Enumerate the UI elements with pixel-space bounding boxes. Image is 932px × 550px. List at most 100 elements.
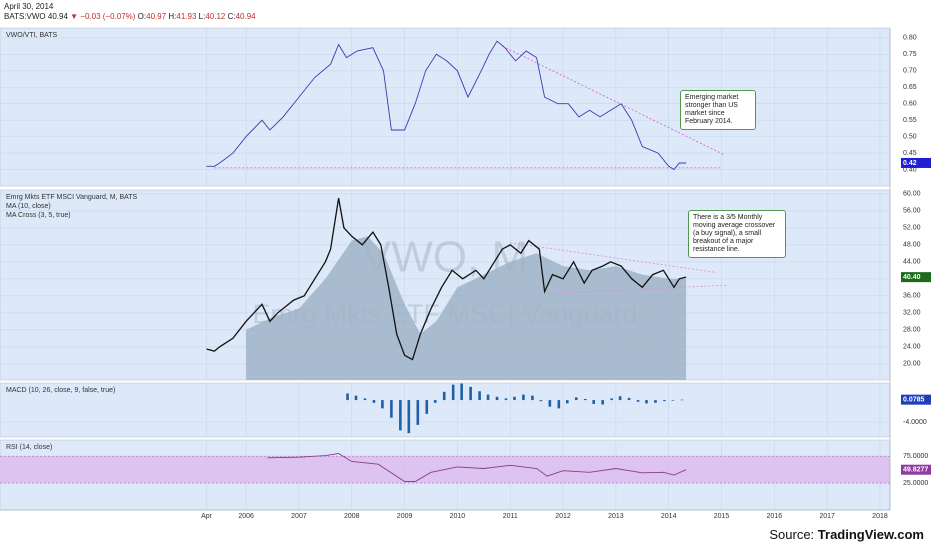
macd-bar [565, 400, 569, 404]
pane-label: Emrg Mkts ETF MSCI Vanguard, M, BATS [6, 194, 138, 201]
y-tick-label: 0.50 [903, 133, 917, 140]
macd-bar [407, 400, 411, 434]
pane-background [0, 27, 891, 187]
macd-bar [451, 384, 455, 401]
source: Source: TradingView.com [769, 527, 924, 542]
macd-bar [495, 396, 499, 401]
macd-bar [601, 400, 604, 405]
macd-bar [663, 400, 666, 402]
x-tick-label: 2012 [555, 513, 571, 520]
source-site: TradingView.com [817, 527, 924, 542]
ohlc-value: 40.97 [146, 12, 167, 21]
y-tick-label: -4.0000 [903, 419, 927, 426]
macd-bar [548, 400, 552, 407]
header: April 30, 2014 BATS:VWO 40.94 ▼ −0.03 (−… [4, 2, 256, 22]
y-tick-label: 75.0000 [903, 453, 928, 460]
pane-title: VWO/VTI, BATS [6, 32, 58, 39]
macd-bar [513, 396, 516, 401]
x-tick-label: 2015 [714, 513, 730, 520]
macd-bar [433, 400, 437, 403]
macd-bar [610, 398, 613, 401]
x-tick-label: 2011 [503, 513, 518, 520]
macd-bar [399, 400, 402, 431]
y-tick-label: 0.60 [903, 101, 917, 108]
macd-bar [680, 399, 684, 401]
data-line [206, 40, 687, 171]
macd-bar [469, 386, 472, 401]
annotation: Emerging market stronger than US market … [680, 90, 756, 130]
y-tick-label: 25.0000 [903, 480, 928, 487]
last-value-box [901, 272, 931, 283]
ma-area [246, 236, 687, 380]
macd-bar [671, 400, 675, 401]
macd-bar [627, 397, 631, 401]
macd-bar [522, 394, 525, 401]
macd-bar [425, 400, 429, 414]
macd-bar [583, 398, 587, 401]
last-value-label: 0.42 [903, 160, 917, 167]
y-tick-label: 24.00 [903, 344, 921, 351]
x-tick-label: 2008 [344, 513, 360, 520]
x-tick-label: 2016 [767, 513, 783, 520]
trendline [510, 242, 717, 273]
y-tick-label: 44.00 [903, 259, 921, 266]
change: ▼ −0.03 (−0.07%) [70, 12, 136, 21]
last-value-box [901, 157, 931, 168]
y-tick-label: 60.00 [903, 191, 921, 198]
y-tick-label: 32.00 [903, 310, 921, 317]
ohlc-label: O: [137, 12, 147, 21]
y-tick-label: 0.65 [903, 84, 917, 91]
last-value-box [901, 394, 931, 405]
pane-title: RSI (14, close) [6, 444, 52, 451]
ohlc-value: 40.94 [235, 12, 256, 21]
macd-bar [636, 400, 640, 402]
x-tick-label: 2009 [397, 513, 413, 520]
y-tick-label: 56.00 [903, 208, 921, 215]
y-tick-label: 52.00 [903, 225, 921, 232]
macd-bar [416, 400, 420, 425]
last-value-label: 49.8277 [903, 467, 928, 474]
macd-bar [372, 400, 376, 403]
macd-bar [381, 400, 384, 409]
macd-bar [390, 400, 393, 418]
ohlc-label: C: [227, 12, 236, 21]
x-tick-label: 2006 [238, 513, 254, 520]
y-tick-label: 0.75 [903, 51, 917, 58]
pane-title: MACD (10, 26, close, 9, false, true) [6, 387, 115, 394]
y-tick-label: 0.40 [903, 166, 917, 173]
y-tick-label: 0.55 [903, 117, 917, 124]
ohlc-label: H: [168, 12, 177, 21]
symbol: BATS:VWO [4, 12, 46, 21]
macd-bar [442, 391, 446, 401]
y-tick-label: 36.00 [903, 293, 921, 300]
macd-bar [531, 395, 534, 401]
pane-label: MA (10, close) [6, 203, 51, 210]
pane-label: MA Cross (3, 5, true) [6, 212, 71, 219]
macd-bar [654, 400, 657, 403]
macd-bar [363, 398, 367, 401]
macd-bar [557, 400, 561, 409]
price: 40.94 [47, 12, 68, 21]
macd-bar [645, 400, 648, 404]
ohlc-value: 40.12 [205, 12, 226, 21]
last-value-box [901, 464, 931, 475]
macd-bar [486, 394, 490, 401]
quote: BATS:VWO 40.94 ▼ −0.03 (−0.07%) O:40.97 … [4, 12, 256, 22]
y-tick-label: 0.80 [903, 35, 917, 42]
macd-bar [346, 393, 349, 401]
price-line [206, 197, 687, 361]
y-tick-label: 0.45 [903, 150, 917, 157]
ohlc-value: 41.93 [176, 12, 197, 21]
y-tick-label: 28.00 [903, 327, 921, 334]
ohlc-label: L: [198, 12, 206, 21]
x-tick-label: Apr [201, 513, 213, 520]
macd-bar [460, 383, 463, 401]
y-tick-label: 20.00 [903, 361, 921, 368]
macd-bar [354, 395, 358, 401]
pane-background [0, 382, 891, 438]
y-tick-label: 0.70 [903, 68, 917, 75]
ohlc: O:40.97 H:41.93 L:40.12 C:40.94 [138, 12, 256, 21]
source-prefix: Source: [769, 527, 815, 542]
